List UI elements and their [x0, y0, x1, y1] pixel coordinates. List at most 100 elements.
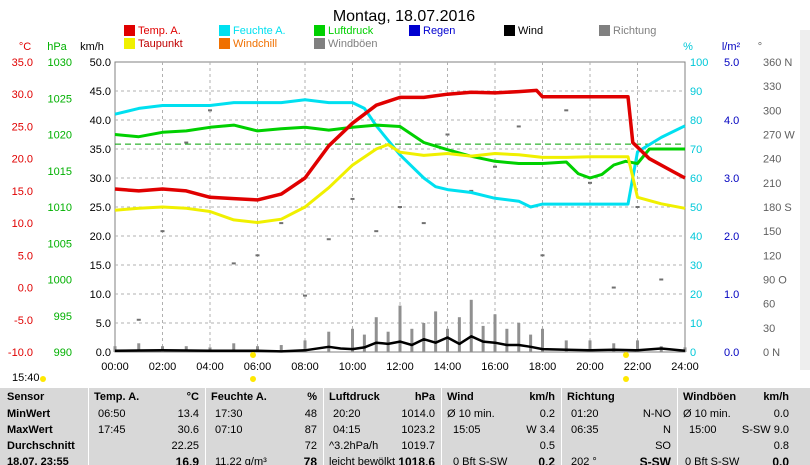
- axis-tick-label: 0.0: [724, 347, 739, 359]
- axis-unit: hPa: [47, 41, 67, 53]
- axis-unit: °: [758, 41, 762, 53]
- direction-point: [659, 278, 664, 281]
- direction-point: [303, 294, 307, 297]
- stats-header-press: Luftdruck: [329, 391, 380, 403]
- x-tick-label: 20:00: [576, 361, 604, 373]
- x-tick-label: 18:00: [529, 361, 557, 373]
- axis-tick-label: 20.0: [90, 231, 111, 243]
- axis-tick-label: 1005: [48, 238, 72, 250]
- gust-bar: [113, 346, 117, 352]
- gust-bar: [137, 343, 141, 352]
- axis-unit: %: [683, 41, 693, 53]
- axis-tick-label: 30.0: [90, 173, 111, 185]
- axis-tick-label: 0 N: [763, 347, 780, 359]
- direction-point: [564, 109, 569, 112]
- legend-swatch: [124, 38, 135, 49]
- divider: [205, 388, 206, 465]
- legend-label: Windchill: [233, 38, 277, 50]
- press-min-time: 20:20: [333, 408, 361, 420]
- stats-col-temp: Temp. A. °C 06:50 13.4 17:45 30.6 22.25 …: [88, 388, 205, 465]
- legend-label: Wind: [518, 25, 543, 37]
- dir-max-value: N: [663, 424, 671, 436]
- axis-tick-label: 90 O: [763, 275, 787, 287]
- x-tick-label: 12:00: [386, 361, 414, 373]
- temp-avg-value: 22.25: [171, 440, 199, 452]
- axis-tick-label: 990: [54, 347, 72, 359]
- direction-point: [279, 222, 284, 225]
- gust-current-value: 0.0: [772, 455, 789, 465]
- row-label-max: MaxWert: [7, 424, 53, 436]
- axis-tick-label: 25.0: [12, 121, 33, 133]
- axis-tick-label: 0.0: [96, 347, 111, 359]
- row-label-min: MinWert: [7, 408, 51, 420]
- axis-tick-label: 50.0: [90, 57, 111, 69]
- gust-bar: [469, 299, 473, 352]
- axis-tick-label: 10: [690, 318, 702, 330]
- direction-point: [350, 197, 355, 200]
- stats-col-press: Luftdruck hPa 20:20 1014.0 04:15 1023.2 …: [323, 388, 441, 465]
- axis-tick-label: 0: [690, 347, 696, 359]
- axis-tick-label: 15.0: [12, 186, 33, 198]
- legend-label: Luftdruck: [328, 25, 374, 37]
- axis-tick-label: 1000: [48, 275, 72, 287]
- gust-bar: [517, 323, 521, 352]
- axis-tick-label: 1025: [48, 93, 72, 105]
- axis-tick-label: 1030: [48, 57, 72, 69]
- axis-tick-label: 3.0: [724, 173, 739, 185]
- stats-col-sensor: Sensor MinWert MaxWert Durchschnitt 18.0…: [0, 388, 88, 465]
- legend-label: Feuchte A.: [233, 25, 286, 37]
- axis-tick-label: 4.0: [724, 115, 739, 127]
- gust-bar: [184, 346, 188, 352]
- direction-point: [611, 286, 616, 289]
- direction-point: [469, 189, 474, 192]
- direction-point: [540, 254, 545, 257]
- legend-swatch: [219, 25, 230, 36]
- hum-min-value: 48: [304, 408, 317, 420]
- temp-current-value: 16.9: [175, 455, 199, 465]
- gust-min-label: Ø 10 min.: [683, 408, 731, 420]
- axis-tick-label: 60: [690, 173, 702, 185]
- wind-min-value: 0.2: [539, 408, 555, 420]
- legend-swatch: [219, 38, 230, 49]
- press-forecast: leicht bewölkt: [329, 456, 396, 465]
- legend-swatch: [599, 25, 610, 36]
- wind-max-value: W 3.4: [526, 424, 555, 436]
- direction-point: [326, 238, 331, 241]
- axis-tick-label: 50: [690, 202, 702, 214]
- hum-avg-value: 72: [304, 440, 317, 452]
- hum-min-time: 17:30: [215, 408, 243, 420]
- plot-grid: [115, 62, 685, 352]
- gust-beaufort: 0 Bft S-SW: [685, 456, 740, 465]
- gust-bar: [588, 340, 592, 352]
- axis-tick-label: -10.0: [8, 347, 33, 359]
- gust-bar: [398, 305, 402, 352]
- direction-point: [421, 222, 426, 225]
- marker-dot-0600-top: [250, 352, 256, 358]
- wind-max-time: 15:05: [453, 424, 481, 436]
- axis-tick-label: 15.0: [90, 260, 111, 272]
- gust-bar: [327, 331, 331, 352]
- stats-col-hum: Feuchte A. % 17:30 48 07:10 87 72 11.22 …: [205, 388, 323, 465]
- legend-label: Taupunkt: [138, 38, 183, 50]
- series-line: [114, 98, 686, 209]
- axis-tick-label: 1015: [48, 166, 72, 178]
- x-tick-label: 02:00: [149, 361, 177, 373]
- gust-bar: [446, 328, 449, 352]
- axis-tick-label: 2.0: [724, 231, 739, 243]
- axis-tick-label: 30: [690, 260, 702, 272]
- axis-tick-label: 270 W: [763, 130, 795, 142]
- stats-col-wind: Wind km/h Ø 10 min. 0.2 15:05 W 3.4 0.5 …: [441, 388, 561, 465]
- axis-tick-label: 995: [54, 311, 72, 323]
- marker-dot-2130: [623, 376, 629, 382]
- wind-min-label: Ø 10 min.: [447, 408, 495, 420]
- axis-ticks: 35.0 30.0 25.0 20.0 15.0 10.0 5.0 0.0 -5.0 -10.0 1…: [8, 57, 795, 359]
- gust-bar: [505, 328, 509, 352]
- gust-bar: [232, 343, 236, 352]
- axis-tick-label: 10.0: [12, 218, 33, 230]
- legend-label: Temp. A.: [138, 25, 181, 37]
- axis-unit: l/m²: [722, 41, 741, 53]
- axis-tick-label: 5.0: [96, 318, 111, 330]
- axis-unit: km/h: [80, 41, 104, 53]
- gust-bar: [422, 323, 426, 352]
- press-avg-value: 1019.7: [401, 440, 435, 452]
